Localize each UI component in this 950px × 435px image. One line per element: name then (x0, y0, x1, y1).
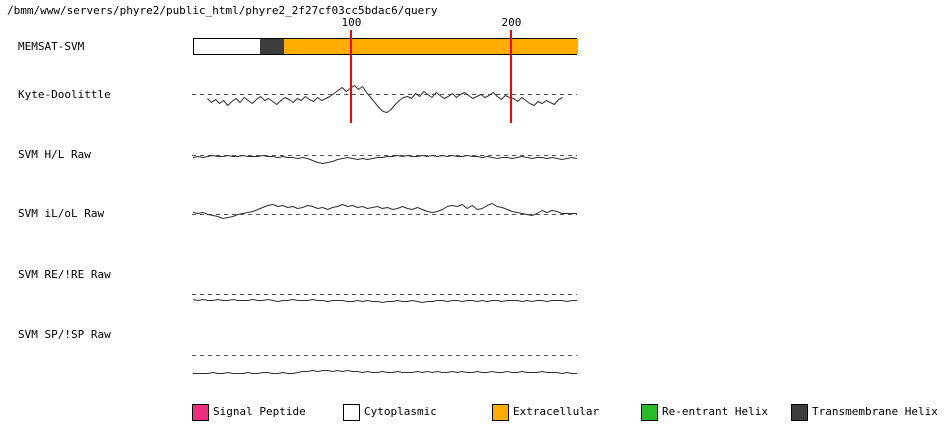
legend-label: Re-entrant Helix (662, 405, 768, 418)
row-label-svm-il-ol-raw: SVM iL/oL Raw (18, 207, 105, 220)
bar-segment-cytoplasmic (194, 39, 260, 54)
legend-label: Transmembrane Helix (812, 405, 938, 418)
signal-peptide-swatch (192, 404, 209, 421)
bar-segment-transmembrane-helix (259, 39, 284, 54)
bar-segment-extracellular (283, 39, 578, 54)
transmembrane-helix-swatch (791, 404, 808, 421)
svm_hl-curve (192, 155, 578, 164)
axis-tick-200: 200 (501, 16, 522, 29)
svm_il_ol-curve (192, 203, 577, 219)
memsat-topology-bar (193, 38, 578, 55)
row-label-svm-re-raw: SVM RE/!RE Raw (18, 268, 111, 281)
residue-marker-line-100 (350, 30, 353, 123)
re-entrant-helix-swatch (641, 404, 658, 421)
residue-marker-line-200 (510, 30, 513, 123)
svm_sp-curve (193, 370, 577, 374)
extracellular-swatch (492, 404, 509, 421)
row-label-kyte-doolittle: Kyte-Doolittle (18, 88, 111, 101)
row-label-memsat-svm: MEMSAT-SVM (18, 40, 85, 53)
cytoplasmic-swatch (343, 404, 360, 421)
svm_re-curve (192, 299, 577, 303)
axis-tick-100: 100 (341, 16, 362, 29)
row-label-svm-hl-raw: SVM H/L Raw (18, 148, 91, 161)
kyte_doolittle-curve (207, 85, 563, 113)
legend-label: Signal Peptide (213, 405, 306, 418)
row-label-svm-sp-raw: SVM SP/!SP Raw (18, 328, 111, 341)
query-file-path: /bmm/www/servers/phyre2/public_html/phyr… (7, 4, 438, 17)
legend-label: Extracellular (513, 405, 600, 418)
legend-label: Cytoplasmic (364, 405, 437, 418)
